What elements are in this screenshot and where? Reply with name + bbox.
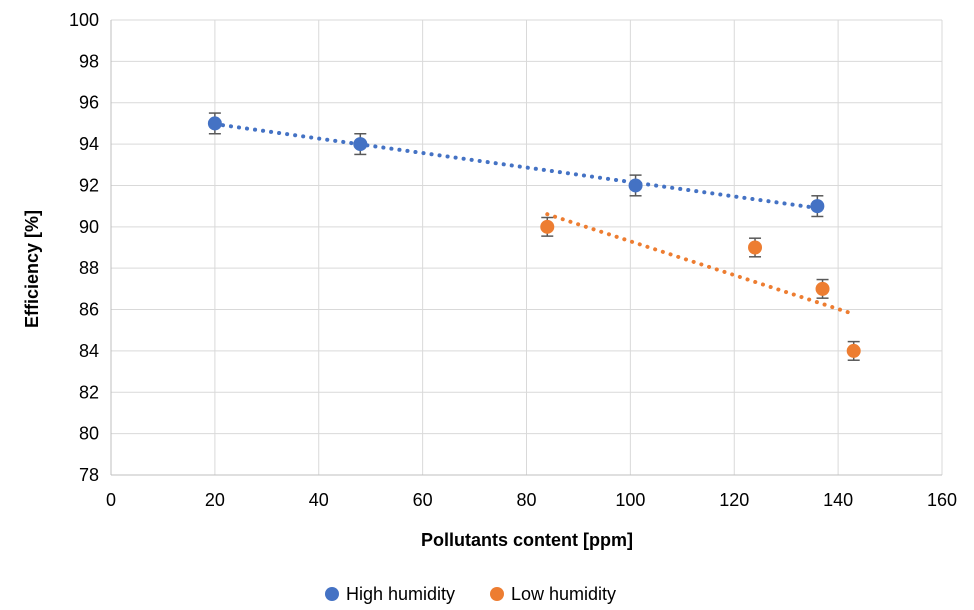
legend-marker-high-humidity bbox=[325, 587, 339, 601]
trendlines bbox=[212, 122, 856, 317]
y-tick-label: 92 bbox=[79, 175, 99, 195]
data-point-high-humidity bbox=[353, 137, 368, 152]
legend-marker-low-humidity bbox=[490, 587, 504, 601]
data-point-low-humidity bbox=[815, 281, 830, 296]
x-tick-label: 160 bbox=[927, 490, 957, 510]
x-tick-label: 80 bbox=[516, 490, 536, 510]
y-tick-label: 96 bbox=[79, 93, 99, 113]
y-tick-label: 94 bbox=[79, 134, 99, 154]
x-tick-label: 120 bbox=[719, 490, 749, 510]
y-tick-label: 90 bbox=[79, 217, 99, 237]
y-tick-label: 100 bbox=[69, 10, 99, 30]
y-tick-label: 78 bbox=[79, 465, 99, 485]
data-point-low-humidity bbox=[846, 343, 861, 358]
y-tick-label: 80 bbox=[79, 424, 99, 444]
y-tick-label: 98 bbox=[79, 51, 99, 71]
y-axis-title: Efficiency [%] bbox=[22, 210, 42, 328]
data-point-low-humidity bbox=[540, 219, 555, 234]
axes bbox=[110, 20, 942, 476]
legend-label-low-humidity: Low humidity bbox=[511, 584, 616, 604]
legend-label-high-humidity: High humidity bbox=[346, 584, 455, 604]
data-point-low-humidity bbox=[748, 240, 763, 255]
grid-lines bbox=[111, 19, 943, 475]
x-axis-title: Pollutants content [ppm] bbox=[421, 530, 633, 550]
data-point-high-humidity bbox=[628, 178, 643, 193]
x-tick-label: 60 bbox=[413, 490, 433, 510]
data-point-high-humidity bbox=[810, 199, 825, 214]
x-tick-labels: 0 20 40 60 80 100 120 140 160 bbox=[106, 490, 957, 510]
y-tick-label: 84 bbox=[79, 341, 99, 361]
x-tick-label: 0 bbox=[106, 490, 116, 510]
trendline-low-humidity bbox=[545, 212, 856, 317]
data-point-high-humidity bbox=[207, 116, 222, 131]
legend: High humidity Low humidity bbox=[325, 584, 616, 604]
y-tick-label: 82 bbox=[79, 382, 99, 402]
y-tick-label: 88 bbox=[79, 258, 99, 278]
y-tick-label: 86 bbox=[79, 300, 99, 320]
x-tick-label: 140 bbox=[823, 490, 853, 510]
x-tick-label: 20 bbox=[205, 490, 225, 510]
error-bars bbox=[208, 112, 860, 361]
data-points bbox=[207, 116, 861, 358]
y-tick-labels: 78 80 82 84 86 88 90 92 94 96 98 100 bbox=[69, 10, 99, 485]
trendline-high-humidity bbox=[212, 122, 820, 211]
x-tick-label: 40 bbox=[309, 490, 329, 510]
x-tick-label: 100 bbox=[615, 490, 645, 510]
